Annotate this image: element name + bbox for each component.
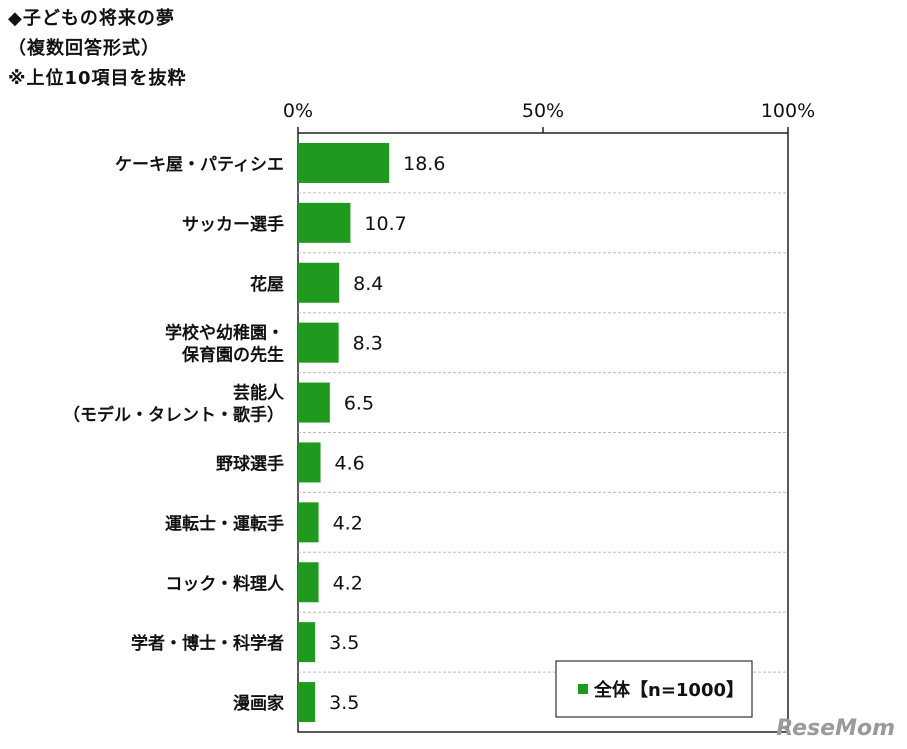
bar-value-label: 3.5 bbox=[329, 692, 359, 714]
category-label: （モデル・タレント・歌手） bbox=[63, 405, 284, 426]
category-label: コック・料理人 bbox=[165, 573, 285, 594]
bar bbox=[298, 442, 321, 483]
category-label: サッカー選手 bbox=[182, 214, 284, 235]
category-label: 野球選手 bbox=[216, 453, 284, 474]
category-label: 芸能人 bbox=[233, 383, 285, 404]
bar-value-label: 4.6 bbox=[335, 452, 365, 474]
chart-note: ※上位10項目を抜粋 bbox=[8, 68, 187, 89]
chart-title: ◆子どもの将来の夢 bbox=[8, 8, 175, 29]
bar-value-label: 8.3 bbox=[353, 333, 383, 355]
legend-label: 全体【n=1000】 bbox=[593, 679, 744, 701]
watermark-logo: ReseMom bbox=[776, 716, 895, 741]
bar bbox=[298, 322, 339, 363]
category-label: 運転士・運転手 bbox=[165, 513, 284, 534]
category-label: 花屋 bbox=[250, 274, 284, 295]
bar bbox=[298, 502, 319, 543]
category-label: 学者・博士・科学者 bbox=[131, 633, 284, 654]
bar-value-label: 3.5 bbox=[329, 632, 359, 654]
bar-value-label: 10.7 bbox=[364, 213, 406, 235]
category-label: ケーキ屋・パティシエ bbox=[115, 155, 284, 175]
bar bbox=[298, 142, 390, 183]
x-tick-label: 100% bbox=[761, 100, 815, 122]
category-label: 保育園の先生 bbox=[181, 345, 284, 366]
bar bbox=[298, 202, 351, 243]
bar-value-label: 6.5 bbox=[344, 393, 374, 415]
bar bbox=[298, 682, 316, 723]
bar bbox=[298, 382, 330, 423]
bar-value-label: 4.2 bbox=[333, 512, 363, 534]
bar bbox=[298, 262, 340, 303]
chart-subtitle: （複数回答形式） bbox=[8, 38, 160, 59]
bar bbox=[298, 622, 316, 663]
legend-box bbox=[555, 660, 753, 718]
bar-value-label: 18.6 bbox=[403, 153, 445, 175]
category-label: 学校や幼稚園・ bbox=[165, 323, 284, 344]
bar-value-label: 8.4 bbox=[353, 273, 383, 295]
legend-swatch bbox=[578, 684, 588, 694]
bar bbox=[298, 562, 319, 603]
x-tick-label: 50% bbox=[522, 100, 564, 122]
category-label: 漫画家 bbox=[233, 693, 284, 714]
bar-value-label: 4.2 bbox=[333, 572, 363, 594]
x-tick-label: 0% bbox=[283, 100, 313, 122]
